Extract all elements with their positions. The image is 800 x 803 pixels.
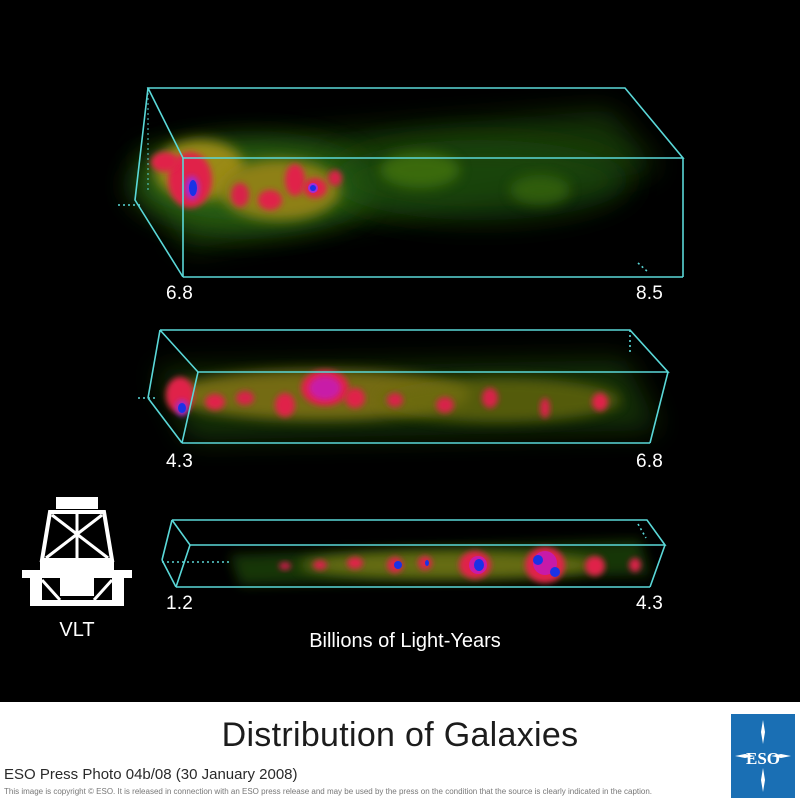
panel-1-start-label: 6.8 (166, 283, 194, 304)
vlt-telescope-icon (22, 497, 132, 606)
panel-1-end-label: 8.5 (636, 283, 664, 304)
panel-3-density-map (230, 540, 650, 585)
eso-logo-mark: ESO (735, 720, 791, 792)
density-cubes (22, 87, 685, 606)
galaxy-distribution-figure: 6.8 8.5 4.3 6.8 1.2 4.3 Billions of Ligh… (0, 0, 800, 702)
panel-2-box (138, 329, 670, 444)
copyright-notice: This image is copyright © ESO. It is rel… (4, 787, 653, 796)
telescope-label: VLT (59, 619, 95, 641)
axis-caption: Billions of Light-Years (309, 630, 501, 652)
panel-1-density-map (130, 110, 660, 250)
press-photo-credit: ESO Press Photo 04b/08 (30 January 2008) (4, 766, 298, 783)
panel-2-start-label: 4.3 (166, 451, 194, 472)
eso-logo: ESO (731, 714, 795, 798)
eso-logo-text: ESO (746, 749, 780, 768)
panel-3-start-label: 1.2 (166, 593, 194, 614)
panel-2-end-label: 6.8 (636, 451, 664, 472)
caption-footer: Distribution of Galaxies ESO Press Photo… (0, 702, 800, 801)
panel-3-box (161, 519, 667, 588)
panel-1-box (118, 87, 685, 278)
figure-title: Distribution of Galaxies (221, 716, 579, 754)
panel-3-end-label: 4.3 (636, 593, 664, 614)
panel-2-density-map (155, 360, 660, 440)
